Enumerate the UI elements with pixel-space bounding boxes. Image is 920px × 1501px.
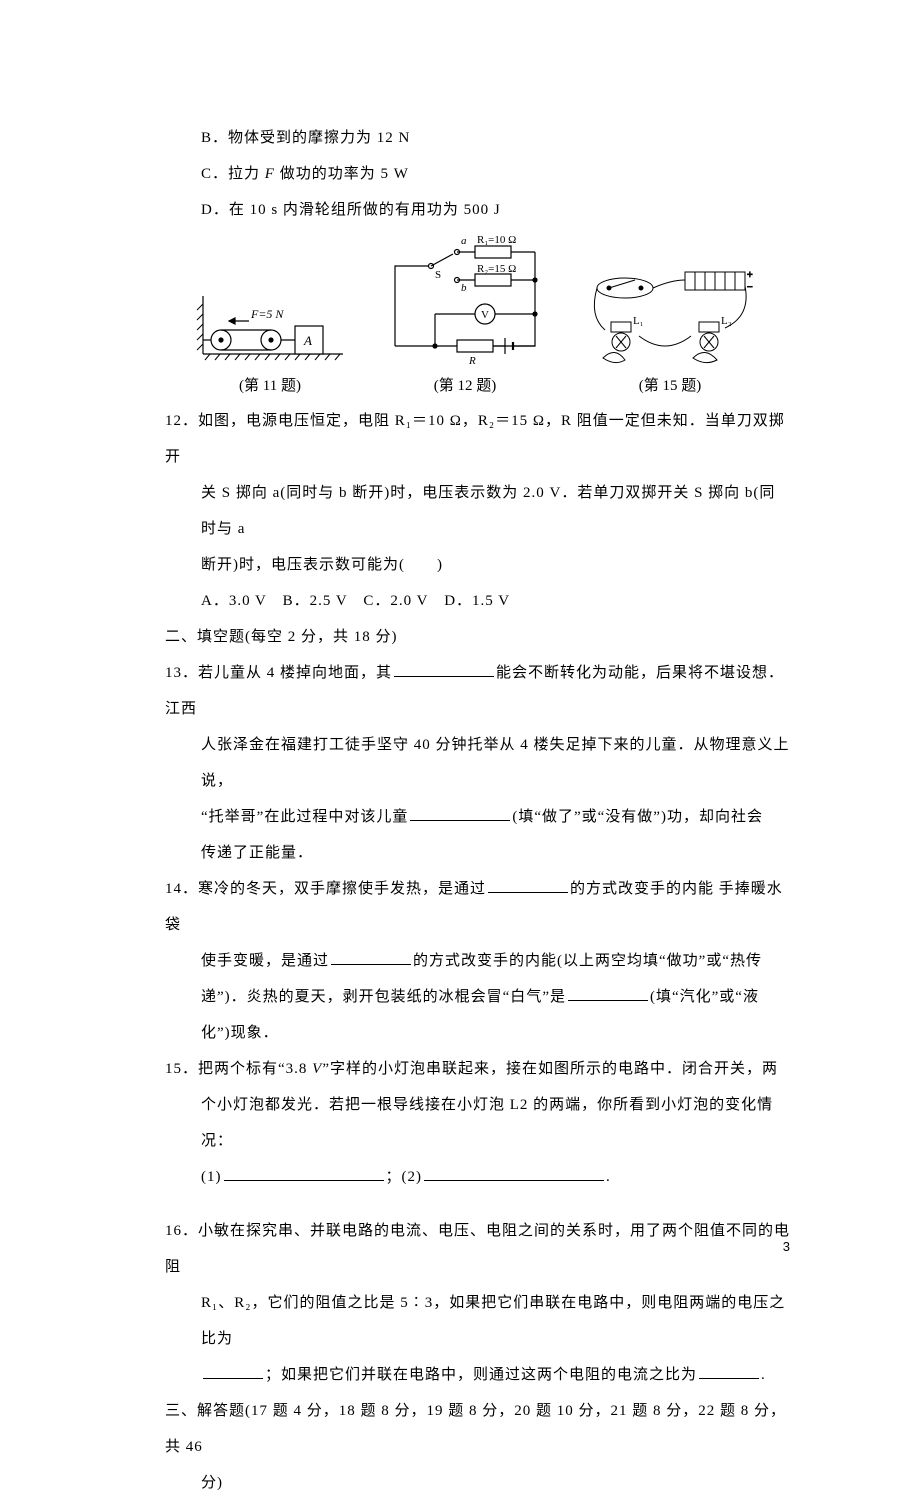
figure-12-label: (第 12 题) bbox=[434, 374, 497, 395]
svg-text:F=5 N: F=5 N bbox=[250, 307, 284, 321]
figure-11-label: (第 11 题) bbox=[239, 374, 301, 395]
q15-line-1: 15．把两个标有“3.8 V”字样的小灯泡串联起来，接在如图所示的电路中．闭合开… bbox=[165, 1051, 790, 1087]
svg-text:R₁=10 Ω: R₁=10 Ω bbox=[477, 236, 516, 246]
blank bbox=[394, 661, 494, 677]
q16-line-2: R₁、R₂，它们的阻值之比是 5∶3，如果把它们串联在电路中，则电阻两端的电压之… bbox=[165, 1285, 790, 1357]
q11-opt-d: D．在 10 s 内滑轮组所做的有用功为 500 J bbox=[165, 192, 790, 228]
figure-15-label: (第 15 题) bbox=[639, 374, 702, 395]
svg-text:+: + bbox=[747, 270, 753, 281]
blank bbox=[203, 1363, 263, 1379]
q13-line-4: 传递了正能量． bbox=[165, 835, 790, 871]
q14-line-2: 使手变暖，是通过的方式改变手的内能(以上两空均填“做功”或“热传 bbox=[165, 943, 790, 979]
svg-text:L₂: L₂ bbox=[721, 315, 732, 327]
svg-text:S: S bbox=[435, 269, 441, 281]
q12-stem-2: 关 S 掷向 a(同时与 b 断开)时，电压表示数为 2.0 V．若单刀双掷开关… bbox=[165, 475, 790, 547]
blank bbox=[568, 985, 648, 1001]
q15-line-3: (1)；(2). bbox=[165, 1159, 790, 1195]
blank bbox=[410, 805, 510, 821]
figure-12: a R₁=10 Ω b R₂=15 Ω S V R (第 12 题) bbox=[375, 236, 555, 395]
q13-line-1: 13．若儿童从 4 楼掉向地面，其能会不断转化为动能，后果将不堪设想．江西 bbox=[165, 655, 790, 727]
figures-row: F=5 N A (第 11 题) bbox=[195, 236, 755, 395]
figure-11: F=5 N A (第 11 题) bbox=[195, 276, 345, 395]
q14-line-1: 14．寒冷的冬天，双手摩擦使手发热，是通过的方式改变手的内能 手捧暖水袋 bbox=[165, 871, 790, 943]
q13-line-3: “托举哥”在此过程中对该儿童(填“做了”或“没有做”)功，却向社会 bbox=[165, 799, 790, 835]
blank bbox=[699, 1363, 759, 1379]
page: B．物体受到的摩擦力为 12 N C．拉力 F 做功的功率为 5 W D．在 1… bbox=[0, 0, 920, 1302]
svg-text:L₁: L₁ bbox=[633, 315, 644, 327]
svg-text:R₂=15 Ω: R₂=15 Ω bbox=[477, 263, 516, 275]
q11-opt-c: C．拉力 F 做功的功率为 5 W bbox=[165, 156, 790, 192]
blank bbox=[424, 1165, 604, 1181]
q14-line-4: 化”)现象． bbox=[165, 1015, 790, 1051]
blank bbox=[224, 1165, 384, 1181]
q11-opt-b: B．物体受到的摩擦力为 12 N bbox=[165, 120, 790, 156]
svg-text:R: R bbox=[468, 355, 476, 366]
q15-line-2: 个小灯泡都发光．若把一根导线接在小灯泡 L2 的两端，你所看到小灯泡的变化情况： bbox=[165, 1087, 790, 1159]
q13-line-2: 人张泽金在福建打工徒手坚守 40 分钟托举从 4 楼失足掉下来的儿童．从物理意义… bbox=[165, 727, 790, 799]
svg-text:b: b bbox=[461, 282, 467, 294]
section-3-heading-1: 三、解答题(17 题 4 分，18 题 8 分，19 题 8 分，20 题 10… bbox=[165, 1393, 790, 1465]
q12-stem-3: 断开)时，电压表示数可能为( ) bbox=[165, 547, 790, 583]
q14-line-3: 递”)．炎热的夏天，剥开包装纸的冰棍会冒“白气”是(填“汽化”或“液 bbox=[165, 979, 790, 1015]
blank bbox=[331, 949, 411, 965]
svg-text:a: a bbox=[461, 236, 467, 247]
q16-line-3: ；如果把它们并联在电路中，则通过这两个电阻的电流之比为. bbox=[165, 1357, 790, 1393]
section-3-heading-2: 分) bbox=[165, 1465, 790, 1501]
svg-text:−: − bbox=[747, 282, 753, 293]
svg-text:A: A bbox=[303, 333, 312, 348]
q12-stem-1: 12．如图，电源电压恒定，电阻 R₁＝10 Ω，R₂＝15 Ω，R 阻值一定但未… bbox=[165, 403, 790, 475]
figure-15: + − bbox=[585, 266, 755, 395]
section-2-heading: 二、填空题(每空 2 分，共 18 分) bbox=[165, 619, 790, 655]
page-number: 3 bbox=[783, 1239, 790, 1254]
q12-options: A．3.0 V B．2.5 V C．2.0 V D．1.5 V bbox=[165, 583, 790, 619]
svg-text:V: V bbox=[481, 309, 489, 321]
blank bbox=[488, 877, 568, 893]
q16-line-1: 16．小敏在探究串、并联电路的电流、电压、电阻之间的关系时，用了两个阻值不同的电… bbox=[165, 1213, 790, 1285]
